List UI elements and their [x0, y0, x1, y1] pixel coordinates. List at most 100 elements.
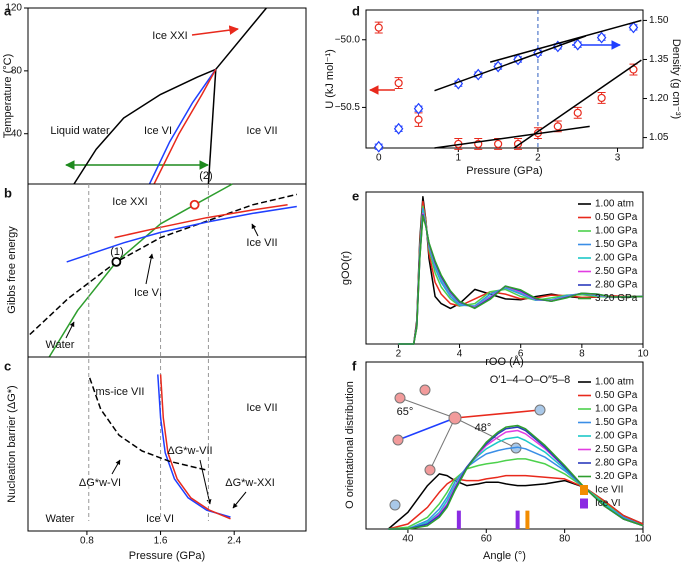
series-line [434, 125, 590, 149]
series-line [215, 7, 267, 70]
series-line [48, 183, 233, 358]
arrow [145, 253, 154, 285]
annotation: ΔG*w-XXI [225, 477, 275, 489]
panel: c 0.8 1.6 2.4 Pressure (GPa) Nucleation barri… [4, 184, 307, 562]
legend-label: 1.00 atm [595, 199, 634, 210]
marker [494, 139, 503, 149]
panel-letter: d [352, 3, 360, 18]
annotation: ΔG*w-VII [167, 445, 212, 457]
x-axis-label: Angle (°) [483, 550, 526, 562]
atom [448, 411, 462, 425]
y-axis-label: Nucleation barrier (ΔG*) [6, 385, 18, 502]
legend-label: Ice VI [595, 498, 621, 509]
bond [397, 417, 456, 441]
panel: a 40 80 120 Temperature (°C) Liquid water Ice … [2, 3, 307, 185]
x-tick-label: 0.8 [80, 536, 94, 547]
legend-label: 2.50 GPa [595, 266, 638, 277]
marker [394, 78, 403, 88]
series-line [66, 205, 297, 263]
x-tick-label: 40 [402, 534, 414, 545]
plot-frame [365, 361, 644, 530]
bond [454, 409, 541, 419]
legend-label: 0.50 GPa [595, 212, 638, 223]
annotation: Liquid water [50, 125, 110, 137]
x-tick-label: 2 [396, 349, 402, 360]
x-axis-label: rOO (Å) [485, 355, 524, 368]
y2-tick-label: 1.20 [649, 93, 669, 104]
series-line [148, 68, 217, 185]
marker [573, 108, 582, 117]
series-line [207, 69, 217, 185]
marker [393, 122, 404, 135]
legend-label: 2.80 GPa [595, 280, 638, 291]
annotation: 65° [397, 406, 414, 418]
legend-label: 2.00 GPa [595, 431, 638, 442]
annotation: (1) [110, 246, 123, 258]
series-line [73, 68, 217, 185]
arrow [111, 459, 121, 475]
x-axis-label: Pressure (GPa) [129, 550, 205, 562]
panel: e 2 4 6 8 10 rOO (Å) gOO(r) 1.00 atm 0.50 GPa 1.00… [340, 188, 649, 367]
annotation: Ice VI [144, 125, 172, 137]
bond [454, 417, 517, 449]
atom [389, 499, 401, 511]
x-tick-label: 1.6 [154, 536, 168, 547]
annotation: Water [46, 513, 75, 525]
x-tick-label: 100 [635, 534, 652, 545]
legend-label: Ice VII [595, 485, 623, 496]
series-line [88, 377, 207, 471]
annotation: O′1–4–O–O″5–8 [490, 374, 571, 386]
series-line [159, 374, 231, 520]
plot-frame [365, 191, 644, 345]
atom [394, 392, 406, 404]
annotation: (2) [199, 170, 212, 182]
plot-frame [365, 9, 644, 149]
x-tick-label: 10 [637, 349, 649, 360]
annotation: Ice VI [134, 287, 162, 299]
plot-frame [27, 356, 307, 532]
legend-label: 2.50 GPa [595, 444, 638, 455]
marker [628, 21, 639, 34]
arrow [191, 25, 239, 36]
series-line [490, 19, 642, 63]
panel-letter: e [352, 188, 359, 203]
series-line [398, 215, 644, 345]
panel-letter: a [4, 3, 12, 18]
y2-tick-label: 1.50 [649, 15, 669, 26]
marker [597, 93, 606, 103]
legend-label: 2.00 GPa [595, 253, 638, 264]
y-tick-label: −50.5 [335, 102, 361, 113]
legend-label: 3.20 GPa [595, 471, 638, 482]
x-tick-label: 1 [456, 153, 462, 164]
bond [399, 397, 456, 419]
annotation: 48° [475, 422, 492, 434]
bar [515, 510, 520, 529]
arrow [65, 321, 75, 339]
bond [429, 417, 456, 471]
atom [419, 384, 431, 396]
annotation: Ice VII [246, 237, 277, 249]
marker [493, 60, 503, 73]
x-tick-label: 2 [535, 153, 541, 164]
legend-label: 1.50 GPa [595, 417, 638, 428]
y-axis-label: U (kJ mol⁻¹) [324, 49, 336, 109]
marker [553, 122, 562, 131]
marker [414, 115, 423, 124]
marker [373, 140, 384, 153]
atom [534, 404, 546, 416]
arrow [251, 223, 259, 237]
legend-swatch [580, 498, 588, 509]
y-axis-label: gOO(r) [340, 251, 352, 285]
legend-label: 0.50 GPa [595, 390, 638, 401]
y2-tick-label: 1.35 [649, 54, 669, 65]
marker [572, 38, 583, 51]
panel: b Gibbs free energy Ice XXI (2) Ice VII (1) Ic… [4, 170, 307, 358]
arrows [65, 25, 621, 509]
legend-label: 2.80 GPa [595, 458, 638, 469]
x-tick-label: 4 [457, 349, 463, 360]
y2-tick-label: 1.05 [649, 132, 669, 143]
annotation: Ice VII [246, 125, 277, 137]
marker [596, 31, 607, 44]
panel: f 40 60 80 100 Angle (°) O orientational distr… [344, 358, 652, 561]
